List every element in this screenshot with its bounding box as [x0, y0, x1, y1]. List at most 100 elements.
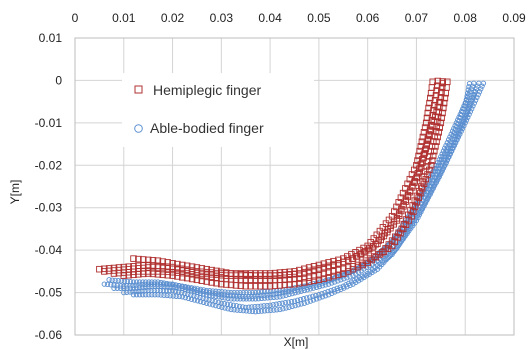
hemiplegic-point: [276, 282, 284, 289]
able-bodied-point: [271, 307, 277, 313]
able-bodied-point: [432, 168, 438, 174]
hemiplegic-point: [305, 264, 313, 271]
hemiplegic-point: [340, 258, 347, 266]
able-bodied-point: [261, 295, 268, 301]
x-tick-label: 0.06: [356, 11, 380, 25]
hemiplegic-point: [291, 275, 298, 283]
able-bodied-point: [140, 279, 146, 285]
able-bodied-point: [246, 308, 253, 314]
hemiplegic-point: [208, 274, 215, 281]
able-bodied-point: [431, 171, 437, 177]
hemiplegic-point: [144, 256, 152, 264]
hemiplegic-point: [247, 271, 254, 279]
y-tick-label: -0.05: [35, 286, 63, 300]
able-bodied-point: [240, 304, 246, 310]
able-bodied-point: [322, 293, 329, 299]
hemiplegic-point: [286, 276, 293, 283]
able-bodied-point: [466, 84, 472, 90]
able-bodied-point: [246, 296, 253, 302]
hemiplegic-point: [149, 263, 157, 271]
hemiplegic-point: [418, 185, 426, 192]
hemiplegic-point: [213, 267, 220, 275]
hemiplegic-point: [335, 271, 342, 279]
able-bodied-point: [271, 294, 277, 300]
able-bodied-point: [121, 278, 128, 284]
able-bodied-point: [369, 269, 375, 276]
able-bodied-point: [210, 302, 216, 308]
hemiplegic-point: [410, 208, 417, 215]
hemiplegic-point: [424, 171, 431, 178]
hemiplegic-point: [266, 282, 274, 290]
able-bodied-point: [252, 309, 259, 315]
hemiplegic-point: [437, 119, 445, 127]
able-bodied-point: [341, 285, 347, 291]
able-bodied-point: [167, 281, 173, 287]
able-bodied-point: [446, 151, 453, 157]
able-bodied-point: [420, 204, 426, 210]
able-bodied-point: [350, 281, 356, 287]
able-bodied-point: [267, 302, 273, 308]
x-tick-label: 0.03: [210, 11, 234, 25]
hemiplegic-point: [193, 276, 201, 284]
hemiplegic-point: [438, 114, 445, 122]
able-bodied-point: [366, 271, 372, 277]
hemiplegic-point: [427, 162, 435, 169]
able-bodied-point: [255, 303, 261, 310]
able-bodied-point: [443, 148, 449, 154]
able-bodied-point: [434, 165, 440, 171]
able-bodied-point: [194, 286, 201, 292]
able-bodied-point: [465, 90, 471, 96]
able-bodied-point: [440, 166, 446, 172]
hemiplegic-point: [335, 260, 342, 267]
hemiplegic-point: [203, 278, 210, 285]
hemiplegic-point: [222, 281, 230, 288]
hemiplegic-point: [174, 273, 181, 280]
hemiplegic-point: [398, 207, 405, 215]
hemiplegic-point: [429, 152, 437, 160]
able-bodied-point: [104, 281, 111, 288]
able-bodied-point: [115, 277, 121, 284]
hemiplegic-point: [198, 277, 206, 284]
able-bodied-point: [470, 92, 476, 98]
able-bodied-point: [161, 280, 167, 286]
able-bodied-point: [438, 169, 444, 175]
able-bodied-point: [155, 292, 161, 298]
able-bodied-point: [436, 172, 443, 178]
able-bodied-point: [228, 296, 234, 302]
hemiplegic-point: [291, 271, 298, 278]
hemiplegic-point: [444, 78, 451, 86]
hemiplegic-point: [415, 194, 422, 201]
hemiplegic-point: [144, 270, 152, 277]
hemiplegic-point: [247, 276, 254, 284]
able-bodied-point: [344, 270, 350, 277]
able-bodied-point: [127, 279, 134, 285]
y-axis-title: Y[m]: [8, 180, 22, 205]
hemiplegic-point: [400, 203, 407, 210]
hemiplegic-point: [261, 282, 269, 290]
able-bodied-point: [124, 289, 130, 295]
able-bodied-point: [231, 289, 237, 296]
able-bodied-point: [158, 279, 164, 286]
able-bodied-point: [455, 121, 461, 127]
able-bodied-point: [277, 306, 283, 313]
able-bodied-point: [197, 298, 204, 305]
able-bodied-point: [158, 292, 164, 298]
able-bodied-point: [465, 87, 471, 93]
hemiplegic-point: [271, 282, 279, 290]
hemiplegic-point: [434, 103, 442, 111]
able-bodied-point: [298, 301, 304, 307]
hemiplegic-point: [159, 258, 167, 265]
hemiplegic-point: [436, 98, 443, 106]
able-bodied-point: [316, 295, 323, 301]
hemiplegic-point: [305, 268, 313, 276]
x-tick-label: 0.08: [454, 11, 478, 25]
able-bodied-point: [264, 292, 270, 298]
able-bodied-point: [261, 289, 268, 295]
hemiplegic-point: [296, 275, 303, 282]
able-bodied-point: [282, 299, 289, 306]
able-bodied-point: [258, 289, 265, 295]
able-bodied-point: [210, 288, 216, 294]
legend-background: [122, 73, 314, 147]
able-bodied-point: [222, 295, 228, 301]
